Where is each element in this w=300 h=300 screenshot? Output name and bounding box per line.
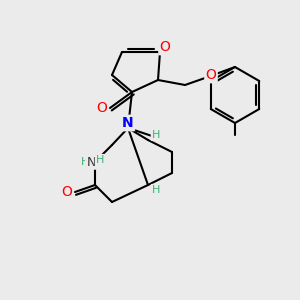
Text: O: O	[97, 101, 107, 115]
Text: H: H	[152, 130, 160, 140]
Text: O: O	[160, 40, 170, 54]
Text: H: H	[96, 155, 104, 165]
Text: H: H	[152, 185, 160, 195]
Text: N: N	[86, 155, 96, 169]
Text: O: O	[61, 185, 72, 199]
Text: H: H	[81, 157, 89, 167]
Text: N: N	[122, 116, 134, 130]
Text: O: O	[206, 68, 216, 82]
Text: N: N	[89, 154, 99, 167]
